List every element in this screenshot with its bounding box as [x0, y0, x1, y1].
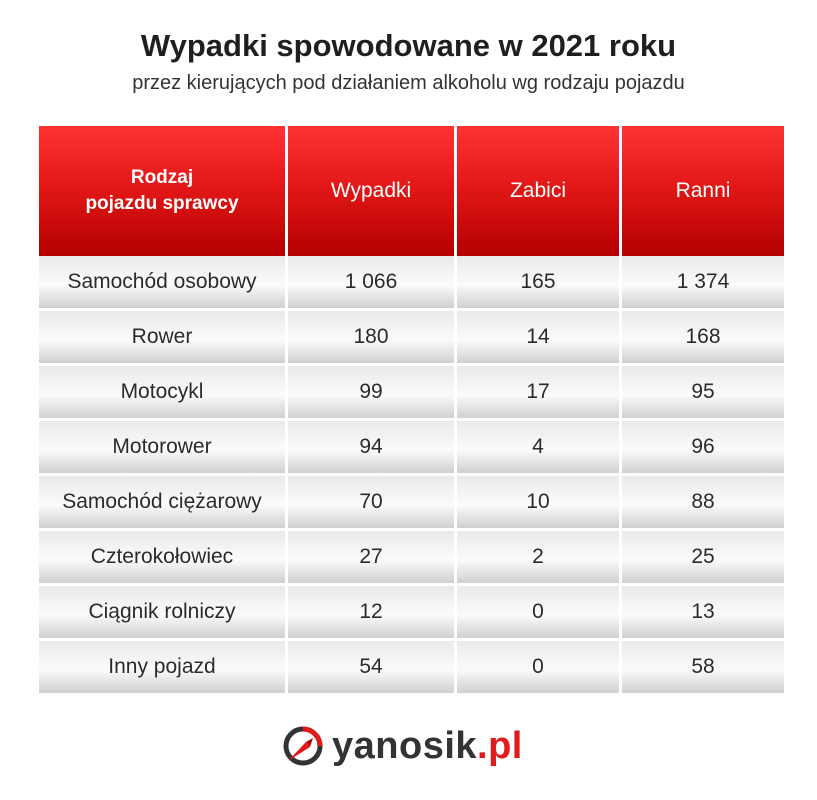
accidents-cell: 180	[288, 311, 454, 366]
killed-cell: 14	[457, 311, 619, 366]
yanosik-logo-icon	[283, 726, 323, 766]
accidents-cell: 1 066	[288, 256, 454, 311]
table-row: Samochód ciężarowy 70 10 88	[39, 476, 784, 531]
header-vehicle-type-line2: pojazdu sprawcy	[85, 193, 239, 214]
killed-cell: 10	[457, 476, 619, 531]
table-row: Ciągnik rolniczy 12 0 13	[39, 586, 784, 641]
vehicle-type-cell: Inny pojazd	[39, 641, 285, 696]
killed-cell: 0	[457, 641, 619, 696]
vehicle-type-cell: Samochód osobowy	[39, 256, 285, 311]
vehicle-type-cell: Motorower	[39, 421, 285, 476]
accidents-cell: 70	[288, 476, 454, 531]
injured-cell: 13	[622, 586, 784, 641]
killed-cell: 4	[457, 421, 619, 476]
header-injured: Ranni	[622, 126, 784, 256]
injured-cell: 58	[622, 641, 784, 696]
table-row: Inny pojazd 54 0 58	[39, 641, 784, 696]
injured-cell: 88	[622, 476, 784, 531]
table-row: Czterokołowiec 27 2 25	[39, 531, 784, 586]
header-accidents: Wypadki	[288, 126, 454, 256]
vehicle-type-cell: Samochód ciężarowy	[39, 476, 285, 531]
logo-tld: .pl	[477, 724, 523, 767]
data-table: Rodzaj pojazdu sprawcy Wypadki Zabici Ra…	[36, 126, 787, 696]
table-row: Motocykl 99 17 95	[39, 366, 784, 421]
header-vehicle-type-line1: Rodzaj	[130, 167, 194, 188]
table-row: Rower 180 14 168	[39, 311, 784, 366]
injured-cell: 168	[622, 311, 784, 366]
yanosik-logo: yanosik.pl	[282, 722, 523, 770]
killed-cell: 17	[457, 366, 619, 421]
accidents-cell: 99	[288, 366, 454, 421]
header-vehicle-type: Rodzaj pojazdu sprawcy	[39, 126, 285, 256]
header-killed: Zabici	[457, 126, 619, 256]
killed-cell: 165	[457, 256, 619, 311]
vehicle-type-cell: Ciągnik rolniczy	[39, 586, 285, 641]
injured-cell: 1 374	[622, 256, 784, 311]
accidents-cell: 94	[288, 421, 454, 476]
vehicle-type-cell: Rower	[39, 311, 285, 366]
injured-cell: 25	[622, 531, 784, 586]
table-row: Motorower 94 4 96	[39, 421, 784, 476]
injured-cell: 96	[622, 421, 784, 476]
yanosik-logo-text: yanosik.pl	[332, 725, 523, 768]
injured-cell: 95	[622, 366, 784, 421]
accidents-cell: 12	[288, 586, 454, 641]
chart-title: Wypadki spowodowane w 2021 roku	[140, 28, 677, 63]
table-body: Samochód osobowy 1 066 165 1 374 Rower 180 14 1…	[39, 256, 784, 696]
accidents-cell: 27	[288, 531, 454, 586]
accidents-cell: 54	[288, 641, 454, 696]
killed-cell: 0	[457, 586, 619, 641]
killed-cell: 2	[457, 531, 619, 586]
header-row: Rodzaj pojazdu sprawcy Wypadki Zabici Ra…	[39, 126, 784, 256]
chart-subtitle: przez kierujących pod działaniem alkohol…	[132, 72, 685, 94]
vehicle-type-cell: Motocykl	[39, 366, 285, 421]
table-row: Samochód osobowy 1 066 165 1 374	[39, 256, 784, 311]
logo-name: yanosik	[332, 724, 478, 767]
vehicle-type-cell: Czterokołowiec	[39, 531, 285, 586]
